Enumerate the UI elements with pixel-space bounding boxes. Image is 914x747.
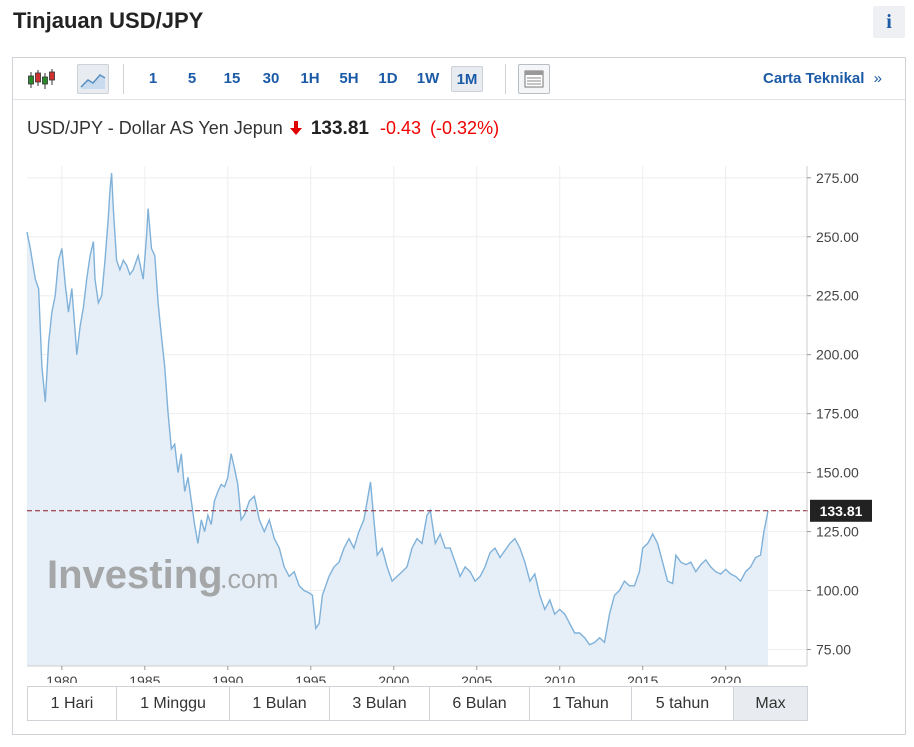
timeframe-1m[interactable]: 1M [451,66,483,92]
y-tick-label: 150.00 [816,465,859,481]
table-view-icon[interactable] [518,64,550,94]
timeframe-15[interactable]: 15 [223,70,241,87]
x-tick-label: 2020 [710,673,741,683]
y-tick-label: 250.00 [816,229,859,245]
range-3-month[interactable]: 3 Bulan [330,687,430,720]
y-tick-label: 75.00 [816,641,851,657]
x-tick-label: 1985 [129,673,160,683]
chevron-right-icon: » [873,70,882,87]
range-1-day[interactable]: 1 Hari [28,687,117,720]
investing-watermark: Investing [47,553,223,597]
current-price: 133.81 [310,118,369,139]
x-tick-label: 2010 [544,673,575,683]
range-5-year[interactable]: 5 tahun [632,687,734,720]
x-tick-label: 2005 [461,673,492,683]
timeframe-5[interactable]: 5 [187,70,197,87]
range-1-month[interactable]: 1 Bulan [230,687,330,720]
chart-panel: 1 5 15 30 1H 5H 1D 1W 1M Carta Teknikal … [12,57,906,735]
range-selector: 1 Hari 1 Minggu 1 Bulan 3 Bulan 6 Bulan … [27,686,808,721]
toolbar-divider [505,64,506,94]
range-1-year[interactable]: 1 Tahun [530,687,632,720]
y-tick-label: 175.00 [816,406,859,422]
x-tick-label: 1995 [295,673,326,683]
range-6-month[interactable]: 6 Bulan [430,687,530,720]
timeframe-1[interactable]: 1 [148,70,158,87]
info-button[interactable]: i [873,6,905,38]
quote-header: USD/JPY - Dollar AS Yen Jepun 133.81 -0.… [27,118,499,140]
price-change-percent: (-0.32%) [430,118,500,138]
y-tick-label: 200.00 [816,347,859,363]
y-tick-label: 225.00 [816,288,859,304]
current-price-badge-label: 133.81 [820,503,863,519]
price-chart[interactable]: Investing.com 275.00 250.00 225.00 200.00 175… [13,158,905,683]
toolbar-divider [123,64,124,94]
technical-chart-label: Carta Teknikal [763,70,865,87]
technical-chart-link[interactable]: Carta Teknikal » [763,70,882,87]
x-tick-label: 2000 [378,673,409,683]
timeframe-1d[interactable]: 1D [378,70,398,87]
y-tick-label: 275.00 [816,170,859,186]
x-tick-label: 1990 [212,673,243,683]
y-tick-label: 125.00 [816,524,859,540]
timeframe-1h[interactable]: 1H [300,70,320,87]
timeframe-5h[interactable]: 5H [339,70,359,87]
range-max[interactable]: Max [734,687,807,720]
timeframe-30[interactable]: 30 [262,70,280,87]
chart-toolbar: 1 5 15 30 1H 5H 1D 1W 1M Carta Teknikal … [13,58,905,100]
area-chart-icon[interactable] [77,64,109,94]
x-tick-label: 1980 [46,673,77,683]
y-tick-label: 100.00 [816,583,859,599]
timeframe-1w[interactable]: 1W [416,70,440,87]
instrument-name: USD/JPY - Dollar AS Yen Jepun [27,118,283,138]
x-tick-label: 2015 [627,673,658,683]
candlestick-chart-icon[interactable] [25,64,57,94]
range-1-week[interactable]: 1 Minggu [117,687,230,720]
series-line [26,173,769,646]
page-title: Tinjauan USD/JPY [13,8,204,33]
price-change: -0.43 [380,118,422,138]
current-price-badge [810,499,872,522]
series-area [27,173,768,666]
down-arrow-icon [289,119,302,135]
investing-watermark-suffix: .com [220,564,279,594]
